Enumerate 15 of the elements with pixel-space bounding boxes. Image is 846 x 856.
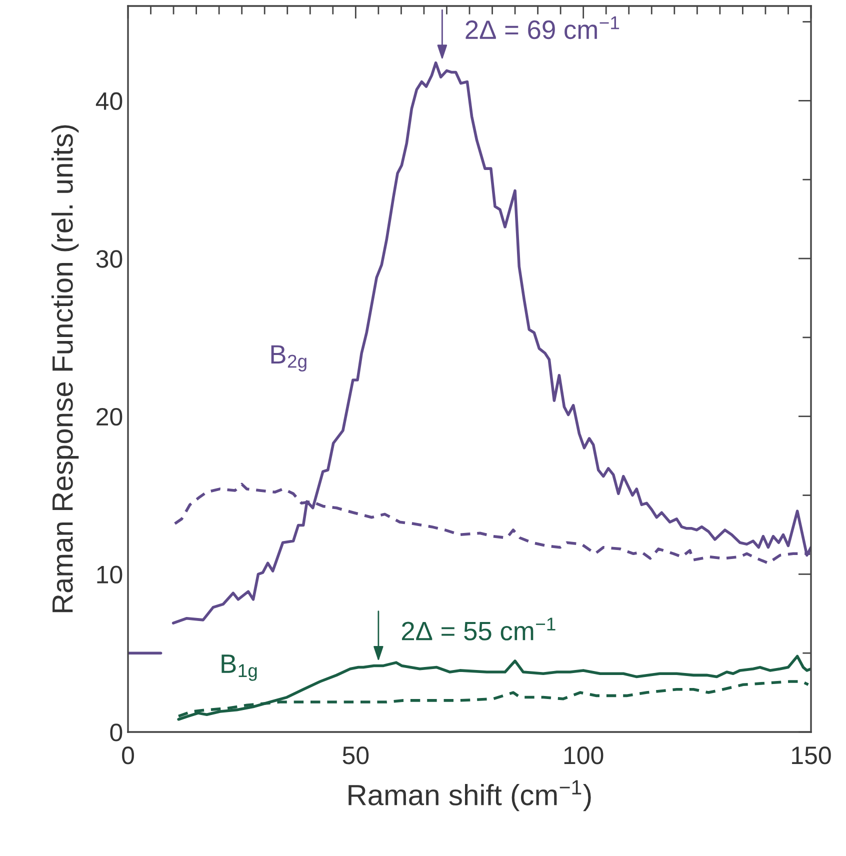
y-tick-label: 20 xyxy=(96,408,122,426)
y-tick-label: 0 xyxy=(110,724,122,742)
y-tick-label: 10 xyxy=(97,566,122,584)
annotation: 2Δ = 69 cm$^{−1}$ xyxy=(466,16,620,40)
x-axis-title: Raman shift (cm$^{−1}$) xyxy=(348,780,591,812)
x-tick-label: 150 xyxy=(792,746,831,764)
annotation: 2Δ = 55 cm$^{−1}$ xyxy=(402,618,556,640)
x-tick-label: 100 xyxy=(564,746,604,764)
x-tick-label: 0 xyxy=(122,746,134,764)
y-axis-title: Raman Response Function (rel. units) xyxy=(51,125,79,612)
x-tick-label: 50 xyxy=(342,746,369,764)
series-label: B$_{1g}$ xyxy=(222,654,257,681)
y-tick-label: 40 xyxy=(96,92,122,110)
y-tick-label: 30 xyxy=(96,250,122,268)
series-label: B$_{2g}$ xyxy=(271,345,306,372)
